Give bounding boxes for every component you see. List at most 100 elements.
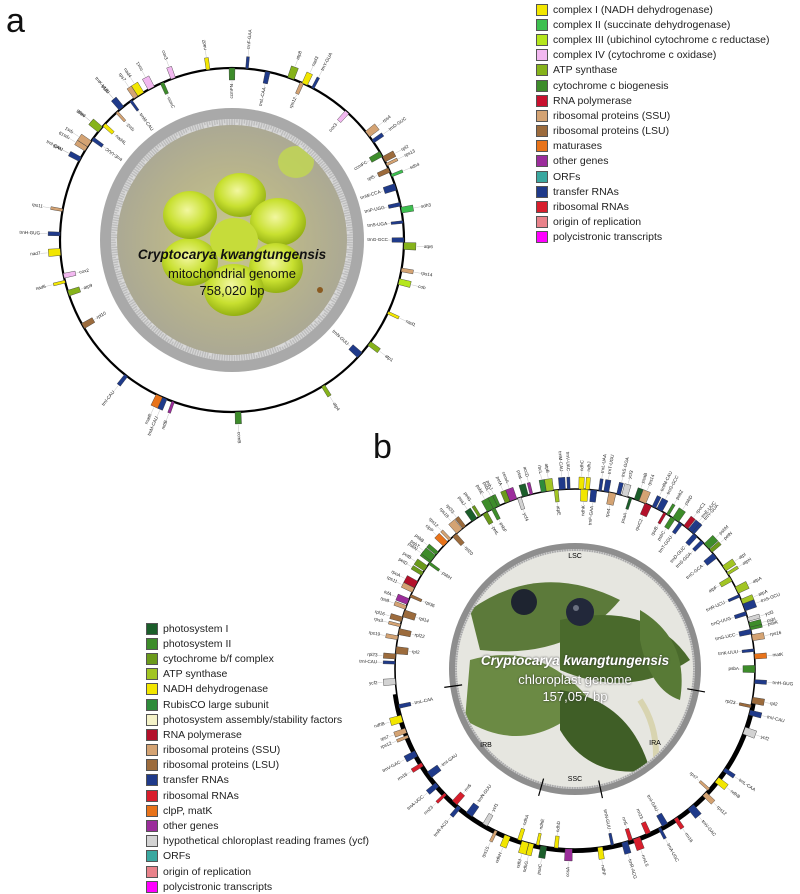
gc-bar — [204, 122, 205, 125]
legend-swatch — [536, 231, 548, 243]
gene-label: trnW-CCA — [360, 189, 382, 200]
region-label-irb: IRB — [480, 742, 492, 749]
gene-label: trnI-GAU — [646, 794, 659, 812]
gene-label: cob — [418, 284, 427, 291]
legend-item: complex II (succinate dehydrogenase) — [536, 17, 770, 32]
gene-leader — [488, 842, 490, 846]
legend-item: photosystem II — [146, 636, 369, 651]
gene-block — [390, 614, 403, 622]
legend-swatch — [536, 64, 548, 76]
legend-swatch — [146, 714, 158, 726]
legend-swatch — [146, 699, 158, 711]
gene-label: mttB — [160, 419, 168, 430]
gene-leader — [389, 735, 394, 737]
gene-block — [519, 484, 528, 497]
gene-block — [288, 66, 299, 80]
gene-block — [735, 581, 749, 593]
legend-swatch — [146, 835, 158, 847]
legend-item: ribosomal proteins (SSU) — [536, 108, 770, 123]
gene-label: trnA-UGC — [406, 794, 425, 811]
gc-bar — [348, 255, 352, 256]
legend-item: transfer RNAs — [536, 184, 770, 199]
gene-leader — [157, 410, 160, 416]
gene-block — [686, 534, 698, 546]
gene-leader — [391, 741, 396, 743]
gene-label: rbcL — [537, 465, 544, 475]
gene-leader — [433, 531, 437, 534]
genome-type-b: chloroplast genome — [474, 672, 676, 687]
gene-label: rrn23 — [635, 808, 644, 820]
gene-label: rrn16 — [684, 832, 694, 844]
gene-leader — [385, 614, 390, 615]
gene-label: ccmC — [167, 96, 177, 109]
gene-leader — [380, 351, 386, 355]
gene-label: rpl14 — [418, 616, 430, 624]
gene-block — [383, 184, 396, 194]
gene-leader — [73, 133, 79, 137]
gene-leader — [389, 601, 394, 603]
legend-label: hypothetical chloroplast reading frames … — [163, 835, 369, 847]
gene-label: psbF — [499, 522, 508, 534]
gene-block — [368, 342, 381, 353]
legend-item: origin of replication — [536, 215, 770, 230]
gene-block — [692, 540, 703, 551]
legend-item: NADH dehydrogenase — [146, 682, 369, 697]
gene-label: trnE-UUC — [104, 146, 124, 162]
gene-label: trnS-UGA — [367, 221, 388, 228]
legend-label: photosystem II — [163, 638, 231, 650]
gene-block — [396, 647, 409, 655]
legend-swatch — [146, 683, 158, 695]
gene-block — [369, 151, 382, 162]
legend-item: photosystem assembly/stability factors — [146, 712, 369, 727]
legend-swatch — [536, 4, 548, 16]
legend-label: clpP, matK — [163, 805, 212, 817]
gene-block — [337, 111, 348, 123]
gene-label: ccsA — [565, 866, 570, 877]
gene-block — [752, 632, 765, 640]
legend-item: ATP synthase — [536, 63, 770, 78]
legend-label: ribosomal RNAs — [163, 790, 239, 802]
gene-block — [399, 702, 412, 708]
gene-block — [536, 833, 541, 845]
gene-leader — [453, 513, 456, 517]
gc-bar — [246, 120, 247, 126]
gene-leader — [609, 829, 610, 832]
legend-swatch — [536, 186, 548, 198]
gene-label: trnN-GUU — [331, 329, 350, 346]
species-name-b: Cryptocarya kwangtungensis — [474, 653, 676, 668]
gc-bar — [217, 120, 218, 124]
gene-label: ndhF — [600, 865, 606, 876]
legend-mitochondrial: complex I (NADH dehydrogenase)complex II… — [536, 2, 770, 245]
gc-bar — [219, 120, 220, 126]
region-label-ira: IRA — [649, 740, 661, 747]
gene-leader — [400, 318, 406, 321]
gene-block — [322, 385, 332, 397]
gene-leader — [330, 397, 334, 403]
legend-swatch — [146, 805, 158, 817]
gene-label: atp4 — [332, 401, 341, 412]
legend-swatch — [536, 34, 548, 46]
gene-label: rps16 — [770, 630, 783, 637]
gene-label: nad7 — [30, 251, 41, 257]
gene-block — [739, 629, 752, 636]
gene-label: trnH-GUG — [772, 680, 793, 686]
gene-leader — [378, 122, 384, 126]
legend-swatch — [536, 125, 548, 137]
gene-label: rps3 — [125, 122, 135, 132]
gene-block — [626, 497, 632, 509]
gene-label: rps12 — [380, 740, 393, 749]
gene-leader — [384, 130, 390, 134]
gene-label: trnM-CAU — [558, 451, 564, 472]
gene-leader — [166, 60, 168, 67]
panel-letter-a: a — [6, 4, 25, 38]
gene-leader — [470, 501, 473, 505]
legend-swatch — [146, 774, 158, 786]
genome-size-b: 157,057 bp — [474, 689, 676, 704]
legend-label: other genes — [163, 820, 218, 832]
gene-leader — [417, 550, 421, 553]
gene-label: rpl23 — [725, 698, 736, 705]
legend-item: transfer RNAs — [146, 773, 369, 788]
legend-item: ORFs — [146, 849, 369, 864]
gene-label: trnH-GUG — [19, 230, 40, 236]
